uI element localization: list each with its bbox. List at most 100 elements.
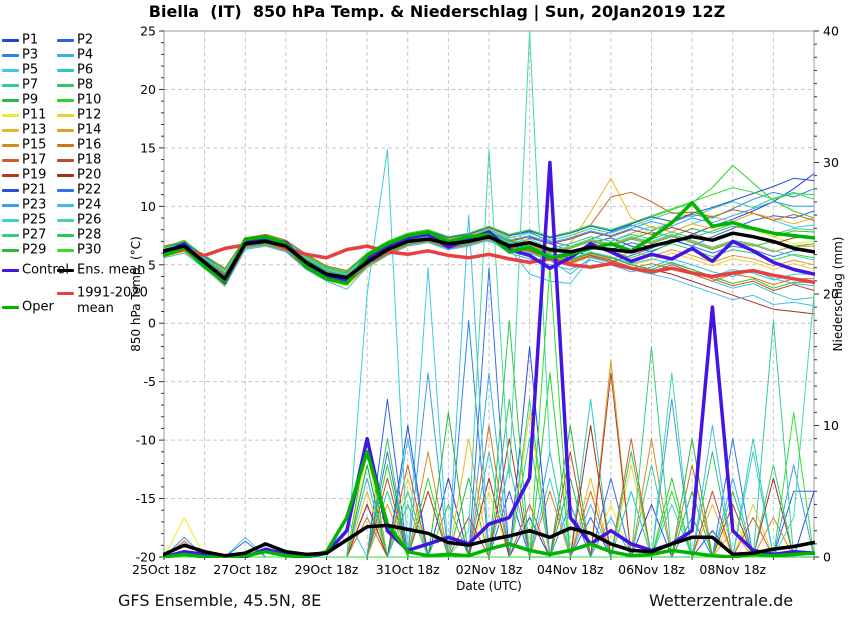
legend-clim-mean: 1991-2020 mean [57,283,148,316]
y-left-axis-title: 850 hPa Temp. (°C) [129,236,143,352]
legend-member-p25: P25 [2,210,46,227]
legend-member-p8: P8 [57,75,93,92]
legend-member-p11-swatch [2,114,19,117]
legend-control-swatch [2,269,19,272]
legend-member-p28-label: P28 [77,227,102,243]
legend-member-p18: P18 [57,150,101,167]
axis-tick-label: 10 [140,199,156,214]
legend-member-p29-swatch [2,249,19,252]
legend-member-p19-label: P19 [22,167,47,183]
legend-member-p12-label: P12 [77,107,102,123]
legend-member-p24: P24 [57,195,101,212]
legend-member-p22-swatch [57,189,74,192]
legend-member-p5-label: P5 [22,62,39,78]
legend-member-p1-label: P1 [22,32,39,48]
legend-member-p19: P19 [2,165,46,182]
legend-member-p2-label: P2 [77,32,94,48]
legend-member-p22: P22 [57,180,101,197]
legend-member-p16: P16 [57,135,101,152]
legend-member-p17-swatch [2,159,19,162]
axis-tick-label: 31Oct 18z [376,562,440,577]
axis-tick-label: -10 [136,433,156,448]
legend-member-p3-label: P3 [22,47,39,63]
legend-member-p5-swatch [2,69,19,72]
legend-member-p20-label: P20 [77,167,102,183]
legend-clim-mean-swatch [57,292,74,295]
legend-member-p30-swatch [57,249,74,252]
legend-member-p7: P7 [2,75,38,92]
axis-tick-label: 0 [823,550,831,565]
legend-oper: Oper [2,297,54,314]
legend-member-p18-label: P18 [77,152,102,168]
model-info-text: GFS Ensemble, 45.5N, 8E [118,591,322,610]
legend-member-p15: P15 [2,135,46,152]
legend-member-p17-label: P17 [22,152,47,168]
axis-tick-label: 10 [823,418,839,433]
legend-member-p26-label: P26 [77,212,102,228]
member-temp-p16 [163,238,815,286]
legend-member-p17: P17 [2,150,46,167]
member-precip-p30 [163,267,815,558]
legend-oper-label: Oper [22,299,54,315]
ens_mean-precip-line [163,523,815,558]
legend-member-p22-label: P22 [77,182,102,198]
legend-member-p8-swatch [57,84,74,87]
legend-member-p24-label: P24 [77,197,102,213]
axis-tick-label: 20 [823,287,839,302]
axis-tick-label: 27Oct 18z [213,562,277,577]
legend-member-p28-swatch [57,234,74,237]
legend-member-p16-swatch [57,144,74,147]
legend-member-p1: P1 [2,30,38,47]
legend-member-p3: P3 [2,45,38,62]
legend-member-p9-label: P9 [22,92,39,108]
legend-member-p24-swatch [57,204,74,207]
legend-member-p10: P10 [57,90,101,107]
legend-member-p25-label: P25 [22,212,47,228]
legend-control: Control [2,260,69,277]
legend-member-p8-label: P8 [77,77,94,93]
control-precip-line [163,160,815,558]
legend-ens-mean-swatch [57,269,74,272]
axis-tick-label: 5 [148,257,156,272]
legend-member-p2-swatch [57,39,74,42]
legend-member-p26: P26 [57,210,101,227]
legend-member-p5: P5 [2,60,38,77]
legend-member-p10-swatch [57,99,74,102]
legend-member-p27-swatch [2,234,19,237]
legend-member-p20: P20 [57,165,101,182]
legend-member-p14: P14 [57,120,101,137]
axis-tick-label: -15 [136,491,156,506]
oper-precip-line [163,450,815,558]
legend-member-p19-swatch [2,174,19,177]
legend-member-p14-swatch [57,129,74,132]
legend-member-p4-swatch [57,54,74,57]
legend-member-p14-label: P14 [77,122,102,138]
axis-tick-label: -5 [144,374,156,389]
legend-member-p21-swatch [2,189,19,192]
axis-tick-label: 30 [823,155,839,170]
y-right-axis-title: Niederschlag (mm) [831,237,845,352]
chart-title: Biella (IT) 850 hPa Temp. & Niederschlag… [148,2,726,21]
legend-oper-swatch [2,306,19,309]
legend-member-p18-swatch [57,159,74,162]
legend-member-p2: P2 [57,30,93,47]
legend-member-p15-label: P15 [22,137,47,153]
member-temp-p24 [163,239,815,307]
legend-member-p11: P11 [2,105,46,122]
legend-member-p10-label: P10 [77,92,102,108]
legend-ens-mean-label: Ens. mean [77,262,146,278]
legend-member-p30-label: P30 [77,242,102,258]
legend-member-p13: P13 [2,120,46,137]
legend-member-p12-swatch [57,114,74,117]
legend-member-p11-label: P11 [22,107,47,123]
series-lines [163,30,815,558]
legend-member-p20-swatch [57,174,74,177]
axis-tick-label: 40 [823,24,839,39]
legend-member-p6-swatch [57,69,74,72]
legend-ens-mean: Ens. mean [57,260,145,277]
legend-member-p12: P12 [57,105,101,122]
ens_mean-temp-line [163,231,815,281]
legend-member-p16-label: P16 [77,137,102,153]
axis-tick-label: 25 [140,24,156,39]
